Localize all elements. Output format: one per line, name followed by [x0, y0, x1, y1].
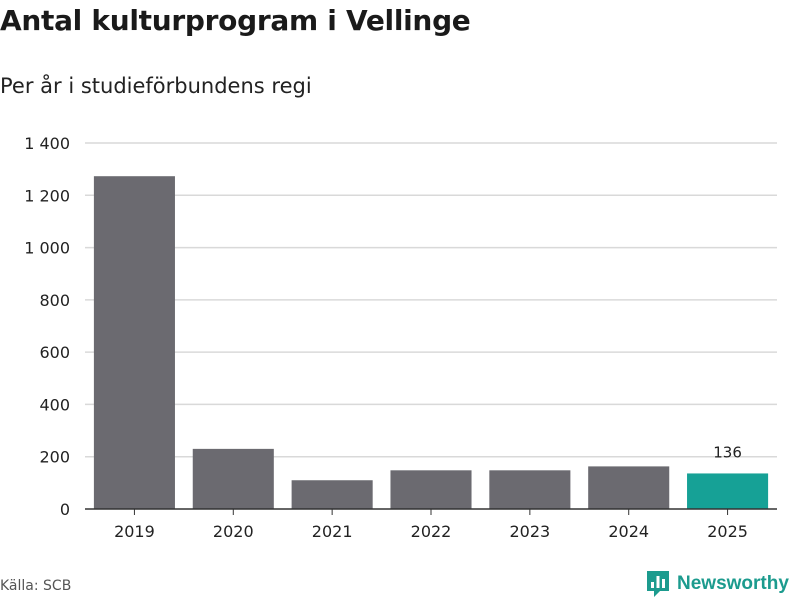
chart-subtitle: Per år i studieförbundens regi — [0, 74, 312, 98]
bar-2020 — [192, 448, 274, 509]
x-tick-label: 2019 — [114, 522, 155, 541]
bar-2023 — [489, 470, 571, 509]
y-tick-label: 1 200 — [24, 186, 70, 205]
x-tick-label: 2025 — [707, 522, 748, 541]
y-tick-label: 600 — [39, 343, 70, 362]
x-tick-label: 2023 — [509, 522, 550, 541]
x-tick-label: 2024 — [608, 522, 649, 541]
x-tick-label: 2022 — [411, 522, 452, 541]
bar-2025 — [687, 473, 769, 509]
y-tick-label: 200 — [39, 448, 70, 467]
chart-title: Antal kulturprogram i Vellinge — [0, 4, 471, 37]
y-tick-label: 1 000 — [24, 239, 70, 258]
y-tick-label: 0 — [60, 500, 70, 519]
source-note: Källa: SCB — [0, 578, 72, 594]
x-tick-label: 2020 — [213, 522, 254, 541]
brand-name: Newsworthy — [677, 573, 789, 594]
y-tick-label: 800 — [39, 291, 70, 310]
brand-logo: Newsworthy — [645, 569, 789, 599]
bar-2019 — [93, 176, 175, 510]
x-tick-label: 2021 — [312, 522, 353, 541]
y-tick-label: 1 400 — [24, 134, 70, 153]
data-label: 136 — [713, 443, 742, 461]
bar-2022 — [390, 470, 472, 509]
newsworthy-logo-icon — [647, 571, 669, 597]
bar-2021 — [291, 480, 373, 509]
bar-2024 — [588, 466, 670, 509]
y-tick-label: 400 — [39, 395, 70, 414]
